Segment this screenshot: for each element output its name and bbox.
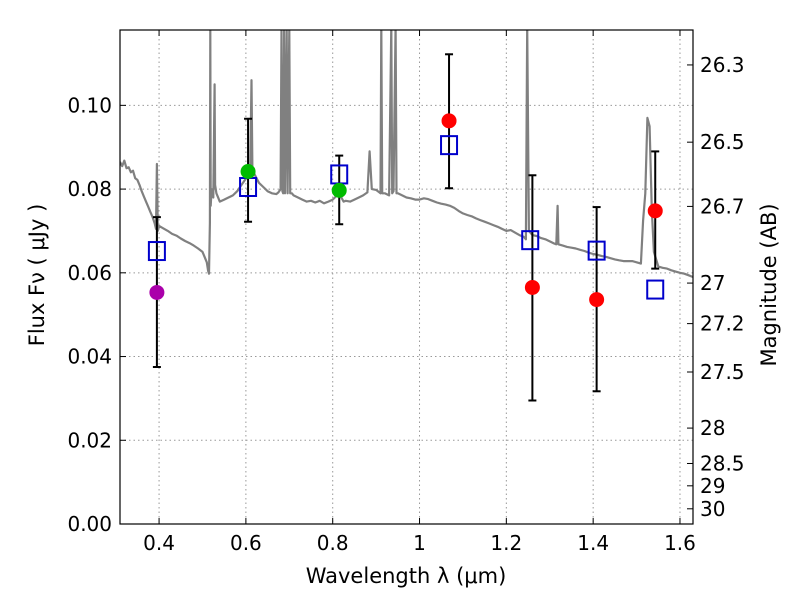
mag-tick-label: 30 (700, 497, 725, 521)
observed-point (149, 284, 165, 300)
x-tick-label: 1 (413, 531, 426, 555)
y-tick-label: 0.06 (67, 261, 112, 285)
model-point-box (521, 230, 540, 251)
mag-tick-label: 28 (700, 416, 725, 440)
mag-tick-label: 27.2 (700, 312, 745, 336)
model-point-box (147, 241, 166, 262)
observed-points (149, 113, 663, 308)
mag-tick-label: 29 (700, 474, 725, 498)
plot-frame (119, 29, 694, 525)
x-tick-label: 1.6 (664, 531, 696, 555)
model-point-box (646, 279, 665, 300)
x-tick-label: 1.4 (577, 531, 609, 555)
observed-point (240, 164, 256, 180)
observed-point (331, 182, 347, 198)
axis-ticks: 0.4 0.6 0.8 1 1.2 1.4 1.6 0.00 0.02 0.04 0.06 0.08 0… (67, 30, 745, 555)
y2-axis-title: Magnitude (AB) (757, 203, 781, 366)
x-tick-label: 0.4 (143, 531, 175, 555)
y-tick-label: 0.10 (67, 93, 112, 117)
spectrum-line (120, 30, 693, 279)
observed-point (524, 279, 540, 295)
observed-point (647, 203, 663, 219)
observed-point (589, 292, 605, 308)
mag-tick-label: 27 (700, 271, 725, 295)
y-tick-label: 0.00 (67, 512, 112, 536)
template-spectrum (120, 30, 693, 279)
model-points (147, 135, 665, 300)
mag-tick-label: 26.5 (700, 130, 745, 154)
y-axis-title: Flux Fν ( μJy ) (25, 204, 49, 347)
model-point-box (587, 240, 606, 261)
y-tick-label: 0.08 (67, 177, 112, 201)
mag-tick-label: 27.5 (700, 360, 745, 384)
y-tick-label: 0.02 (67, 428, 112, 452)
grid-lines (120, 30, 693, 525)
y-tick-label: 0.04 (67, 345, 112, 369)
mag-tick-label: 28.5 (700, 451, 745, 475)
model-point-box (440, 135, 459, 156)
error-bars (152, 53, 660, 402)
mag-tick-label: 26.7 (700, 194, 745, 218)
mag-tick-label: 26.3 (700, 53, 745, 77)
observed-point (441, 113, 457, 129)
x-tick-label: 1.2 (490, 531, 522, 555)
x-tick-label: 0.6 (230, 531, 262, 555)
x-axis-title: Wavelength λ (μm) (306, 564, 507, 588)
x-tick-label: 0.8 (317, 531, 349, 555)
